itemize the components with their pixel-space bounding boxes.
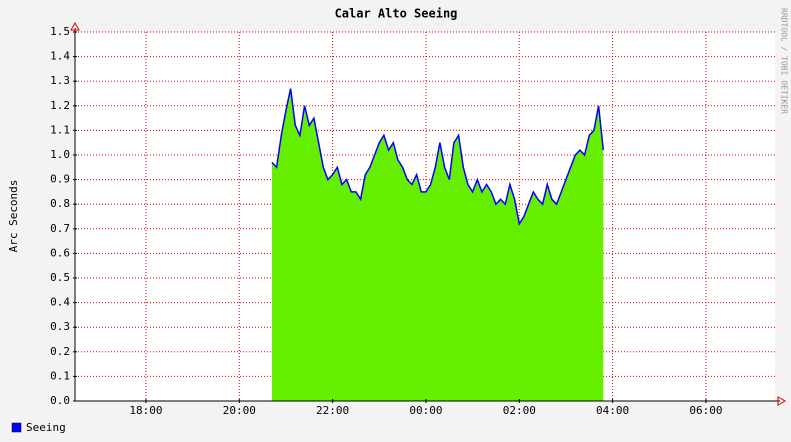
x-tick-label: 06:00 <box>689 404 722 417</box>
y-tick-label: 0.6 <box>50 246 70 259</box>
y-tick-label: 0.9 <box>50 173 70 186</box>
y-tick-label: 0.7 <box>50 222 70 235</box>
y-tick-label: 1.0 <box>50 148 70 161</box>
chart-title: Calar Alto Seeing <box>335 7 458 21</box>
x-tick-label: 04:00 <box>596 404 629 417</box>
y-tick-label: 0.2 <box>50 345 70 358</box>
y-tick-label: 0.4 <box>50 296 70 309</box>
y-tick-label: 0.8 <box>50 197 70 210</box>
line <box>271 88 605 226</box>
x-arrow <box>777 396 787 406</box>
marks <box>271 88 605 401</box>
y-tick-label: 1.4 <box>50 50 70 63</box>
y-tick-label: 0.0 <box>50 394 70 407</box>
x-tick-label: 00:00 <box>409 404 442 417</box>
area <box>271 88 604 401</box>
legend-swatch <box>11 422 22 433</box>
y-tick-label: 0.3 <box>50 320 70 333</box>
legend: Seeing <box>11 421 66 434</box>
legend-label: Seeing <box>26 421 66 434</box>
y-tick-label: 0.1 <box>50 369 70 382</box>
y-tick-label: 1.3 <box>50 74 70 87</box>
y-tick-label: 1.2 <box>50 99 70 112</box>
axes: 0.0 0.1 0.2 0.3 0.4 0.5 0.6 0.7 0.8 0.9 1.0 1.1 1.2 1… <box>50 21 787 417</box>
x-tick-label: 20:00 <box>223 404 256 417</box>
watermark: RRDTOOL / TOBI OETIKER <box>780 8 789 114</box>
x-tick-label: 02:00 <box>503 404 536 417</box>
x-tick-label: 22:00 <box>316 404 349 417</box>
y-axis-label: Arc Seconds <box>7 180 20 253</box>
y-tick-label: 1.1 <box>50 123 70 136</box>
y-tick-label: 0.5 <box>50 271 70 284</box>
x-tick-label: 18:00 <box>129 404 162 417</box>
y-tick-label: 1.5 <box>50 25 70 38</box>
y-arrow <box>70 21 80 31</box>
